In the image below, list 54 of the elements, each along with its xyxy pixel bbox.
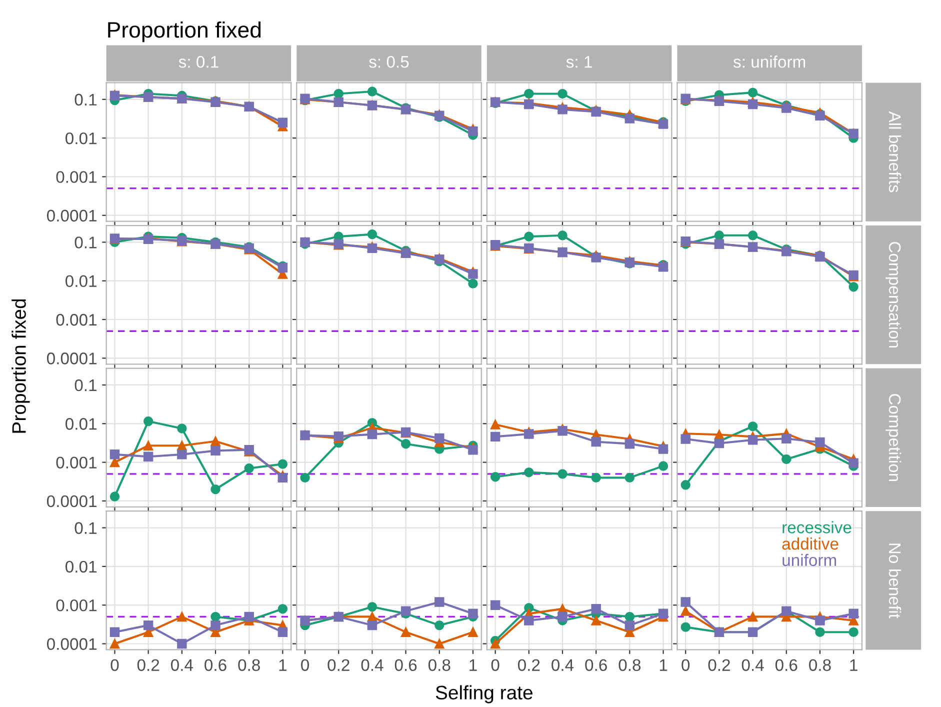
x-tick-label: 0	[301, 659, 310, 672]
y-tick-label: 0.0001	[46, 352, 96, 364]
x-tick-label: 0.4	[552, 659, 574, 672]
y-tick-label: 0.001	[56, 314, 96, 326]
y-tick-label: 0.1	[74, 379, 96, 392]
x-tick-label: 0	[682, 659, 690, 672]
text: recessive	[782, 521, 852, 534]
chart-title: Proportion fixed	[108, 21, 261, 42]
x-tick-label: 0.4	[361, 659, 384, 672]
y-tick-label: 0.001	[56, 171, 96, 183]
x-axis-title: Selfing rate	[436, 685, 532, 704]
y-tick-label: 0.1	[74, 236, 96, 248]
chart-subtitle: s: 0.1	[178, 56, 218, 68]
x-tick-label: 1	[470, 659, 477, 671]
text: Competition	[886, 394, 902, 482]
y-tick-label: 0.001	[56, 456, 96, 468]
x-tick-label: 0.6	[394, 659, 417, 672]
x-tick-label: 0.8	[809, 659, 831, 672]
x-tick-label: 0	[110, 659, 119, 672]
y-tick-label: 0.0001	[46, 638, 96, 650]
y-tick-label: 0.0001	[46, 210, 96, 222]
x-tick-label: 1	[850, 659, 858, 671]
text: Compensation	[886, 242, 902, 348]
x-tick-label: 0.8	[238, 659, 260, 672]
x-tick-label: 0.2	[328, 659, 350, 672]
x-tick-label: 0.8	[618, 659, 641, 672]
x-tick-label: 0	[491, 659, 500, 672]
text: uniform	[782, 554, 836, 566]
y-tick-label: 0.01	[66, 132, 96, 144]
text: No benefit	[888, 544, 902, 618]
chart-subtitle: s: 0.5	[369, 56, 409, 68]
x-tick-label: 0.4	[742, 659, 764, 672]
y-tick-label: 0.0001	[46, 495, 96, 508]
y-tick-label: 0.01	[66, 275, 96, 288]
x-tick-label: 0.4	[170, 659, 194, 672]
y-axis-title: Proportion fixed	[12, 299, 30, 433]
x-tick-label: 0.2	[518, 659, 540, 672]
y-tick-label: 0.1	[74, 94, 96, 106]
chart-subtitle: s: 1	[566, 56, 592, 68]
x-tick-label: 0.2	[137, 659, 160, 672]
y-tick-label: 0.01	[66, 560, 96, 573]
x-tick-label: 0.8	[428, 659, 450, 672]
x-tick-label: 1	[660, 659, 668, 671]
y-tick-label: 0.001	[56, 599, 96, 612]
x-tick-label: 0.2	[708, 659, 730, 672]
x-tick-label: 0.6	[775, 659, 798, 672]
x-tick-label: 0.6	[585, 659, 607, 672]
y-tick-label: 0.1	[74, 522, 96, 534]
x-tick-label: 0.6	[204, 659, 226, 672]
text: additive	[782, 537, 838, 550]
chart-subtitle: s: uniform	[733, 56, 806, 68]
x-tick-label: 1	[279, 659, 287, 671]
y-tick-label: 0.01	[66, 418, 96, 430]
text: All benefits	[888, 111, 902, 192]
